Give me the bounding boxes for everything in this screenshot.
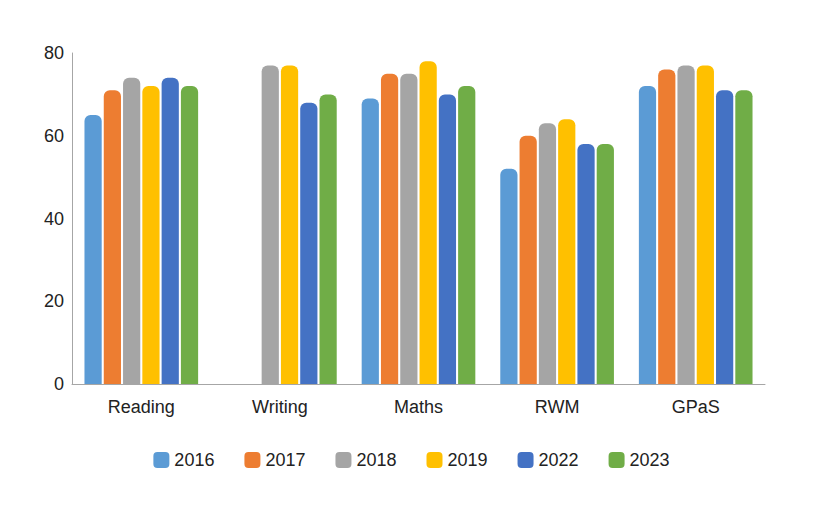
svg-text:2017: 2017 bbox=[265, 450, 305, 470]
svg-text:Reading: Reading bbox=[108, 397, 175, 417]
svg-text:Maths: Maths bbox=[394, 397, 443, 417]
svg-text:20: 20 bbox=[44, 291, 64, 311]
svg-text:Writing: Writing bbox=[252, 397, 308, 417]
svg-text:40: 40 bbox=[44, 209, 64, 229]
svg-text:0: 0 bbox=[54, 374, 64, 394]
svg-text:60: 60 bbox=[44, 126, 64, 146]
svg-text:2018: 2018 bbox=[356, 450, 396, 470]
svg-text:2016: 2016 bbox=[174, 450, 214, 470]
svg-text:GPaS: GPaS bbox=[672, 397, 720, 417]
svg-text:80: 80 bbox=[44, 43, 64, 63]
svg-text:2022: 2022 bbox=[539, 450, 579, 470]
svg-text:2019: 2019 bbox=[448, 450, 488, 470]
svg-text:RWM: RWM bbox=[535, 397, 580, 417]
svg-text:2023: 2023 bbox=[630, 450, 670, 470]
